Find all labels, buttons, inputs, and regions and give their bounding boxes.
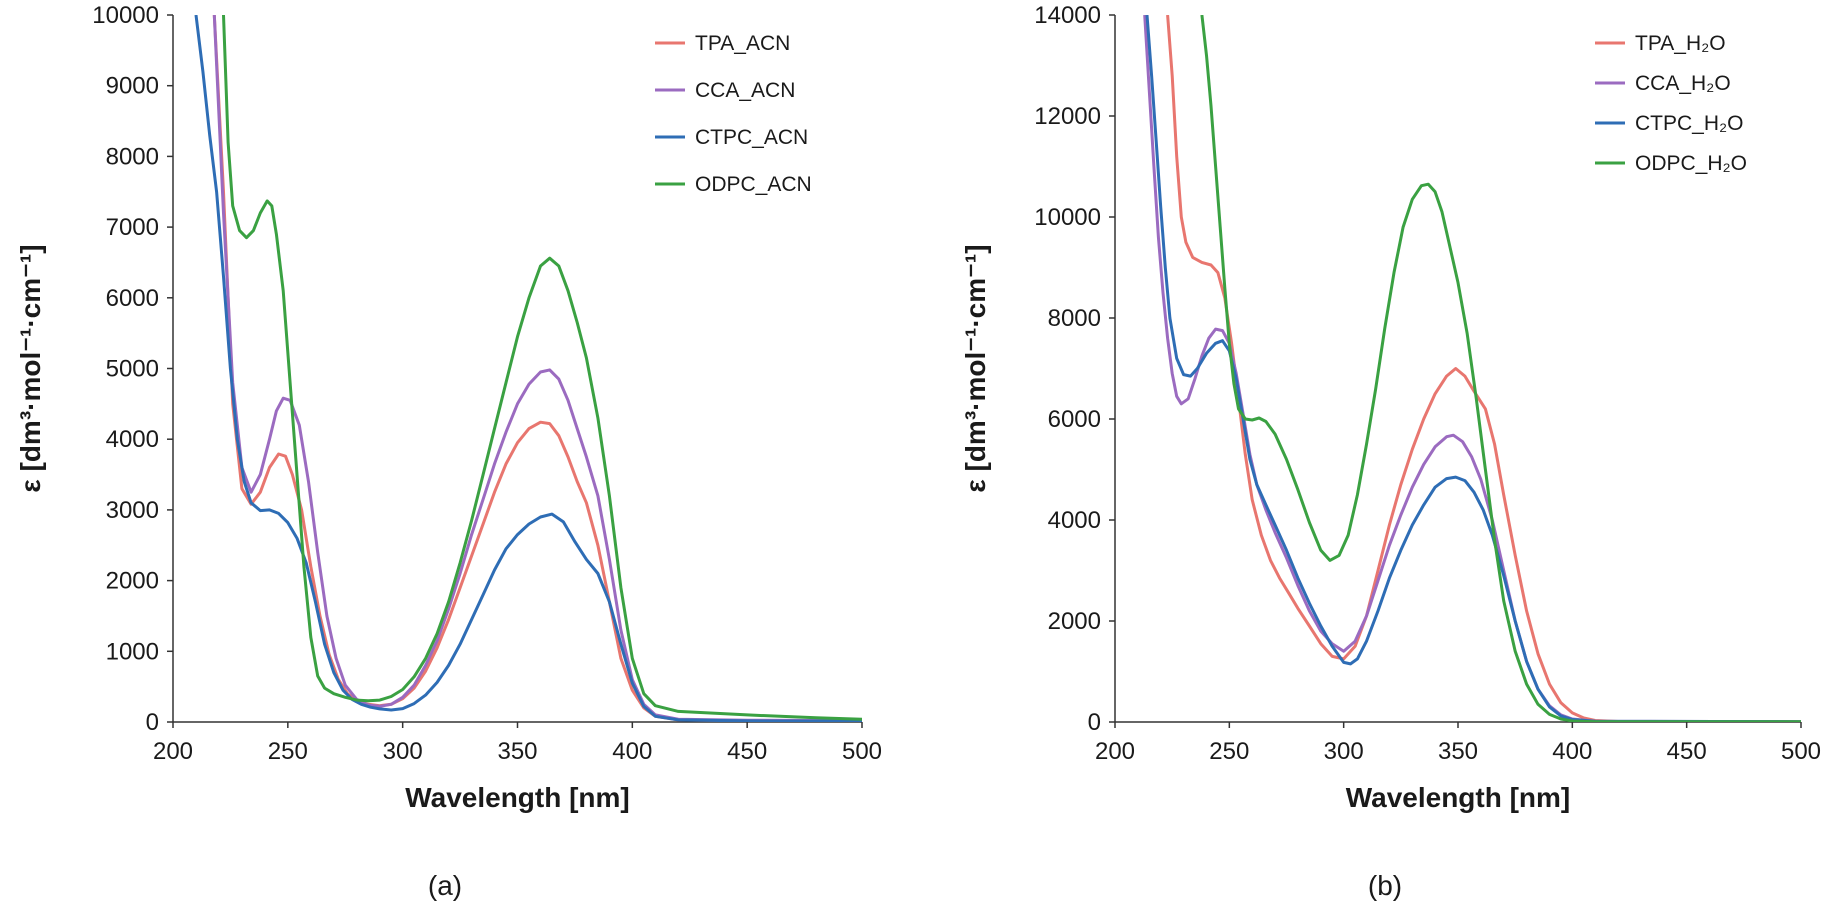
y-tick-label: 10000 (92, 2, 159, 29)
y-tick-label: 0 (146, 709, 159, 736)
y-tick-label: 12000 (1034, 103, 1101, 130)
legend-label: TPA_ACN (695, 32, 790, 55)
y-tick-label: 4000 (106, 426, 159, 453)
x-tick-label: 500 (842, 738, 882, 765)
y-tick-label: 3000 (106, 497, 159, 524)
y-tick-label: 1000 (106, 638, 159, 665)
x-tick-label: 350 (1438, 738, 1478, 765)
legend: TPA_H₂O CCA_H₂O CTPC_H₂O ODPC_H₂O (1595, 32, 1747, 175)
y-tick-label: 7000 (106, 214, 159, 241)
legend: TPA_ACN CCA_ACN CTPC_ACN ODPC_ACN (655, 32, 812, 196)
y-tick-label: 9000 (106, 73, 159, 100)
x-tick-label: 350 (497, 738, 537, 765)
series-line-odpc-acn (222, 15, 862, 721)
series-line-cca-h-o (1143, 15, 1801, 722)
legend-label: ODPC_ACN (695, 173, 812, 196)
legend-label: ODPC_H₂O (1635, 152, 1747, 175)
y-tick-label: 0 (1088, 709, 1101, 736)
legend-label: TPA_H₂O (1635, 32, 1726, 55)
y-tick-label: 10000 (1034, 204, 1101, 231)
y-tick-label: 6000 (1048, 406, 1101, 433)
y-axis-title: ε [dm³·mol⁻¹·cm⁻¹] (15, 244, 46, 492)
y-tick-label: 8000 (1048, 305, 1101, 332)
x-tick-label: 450 (1667, 738, 1707, 765)
x-tick-label: 500 (1781, 738, 1821, 765)
chart-panel-b: 0 2000 4000 6000 8000 10000 12000 14000 200 250 30… (960, 2, 1821, 901)
x-tick-label: 200 (1095, 738, 1135, 765)
x-tick-label: 250 (1209, 738, 1249, 765)
x-tick-label: 250 (268, 738, 308, 765)
y-tick-label: 2000 (1048, 608, 1101, 635)
panel-label: (a) (428, 870, 462, 901)
y-tick-label: 14000 (1034, 2, 1101, 29)
legend-label: CTPC_ACN (695, 126, 808, 149)
x-axis-title: Wavelength [nm] (405, 782, 630, 813)
x-tick-label: 400 (612, 738, 652, 765)
y-tick-label: 4000 (1048, 507, 1101, 534)
series-line-ctpc-h-o (1145, 15, 1801, 722)
x-tick-label: 300 (383, 738, 423, 765)
y-tick-label: 8000 (106, 143, 159, 170)
series-line-cca-acn (212, 15, 862, 722)
y-tick-label: 2000 (106, 568, 159, 595)
legend-label: CTPC_H₂O (1635, 112, 1744, 135)
x-tick-label: 200 (153, 738, 193, 765)
y-tick-label: 6000 (106, 285, 159, 312)
series-line-ctpc-acn (194, 15, 862, 722)
series-line-odpc-h-o (1200, 15, 1801, 722)
chart-panel-a: 0 1000 2000 3000 4000 5000 6000 7000 8000 9000 100… (15, 2, 882, 901)
x-tick-label: 450 (727, 738, 767, 765)
y-tick-label: 5000 (106, 356, 159, 383)
x-tick-label: 300 (1324, 738, 1364, 765)
y-axis-title: ε [dm³·mol⁻¹·cm⁻¹] (960, 244, 991, 492)
legend-label: CCA_H₂O (1635, 72, 1731, 95)
x-axis-title: Wavelength [nm] (1346, 782, 1571, 813)
legend-label: CCA_ACN (695, 79, 795, 102)
panel-label: (b) (1368, 870, 1402, 901)
x-tick-label: 400 (1552, 738, 1592, 765)
series-line-tpa-acn (212, 15, 862, 722)
